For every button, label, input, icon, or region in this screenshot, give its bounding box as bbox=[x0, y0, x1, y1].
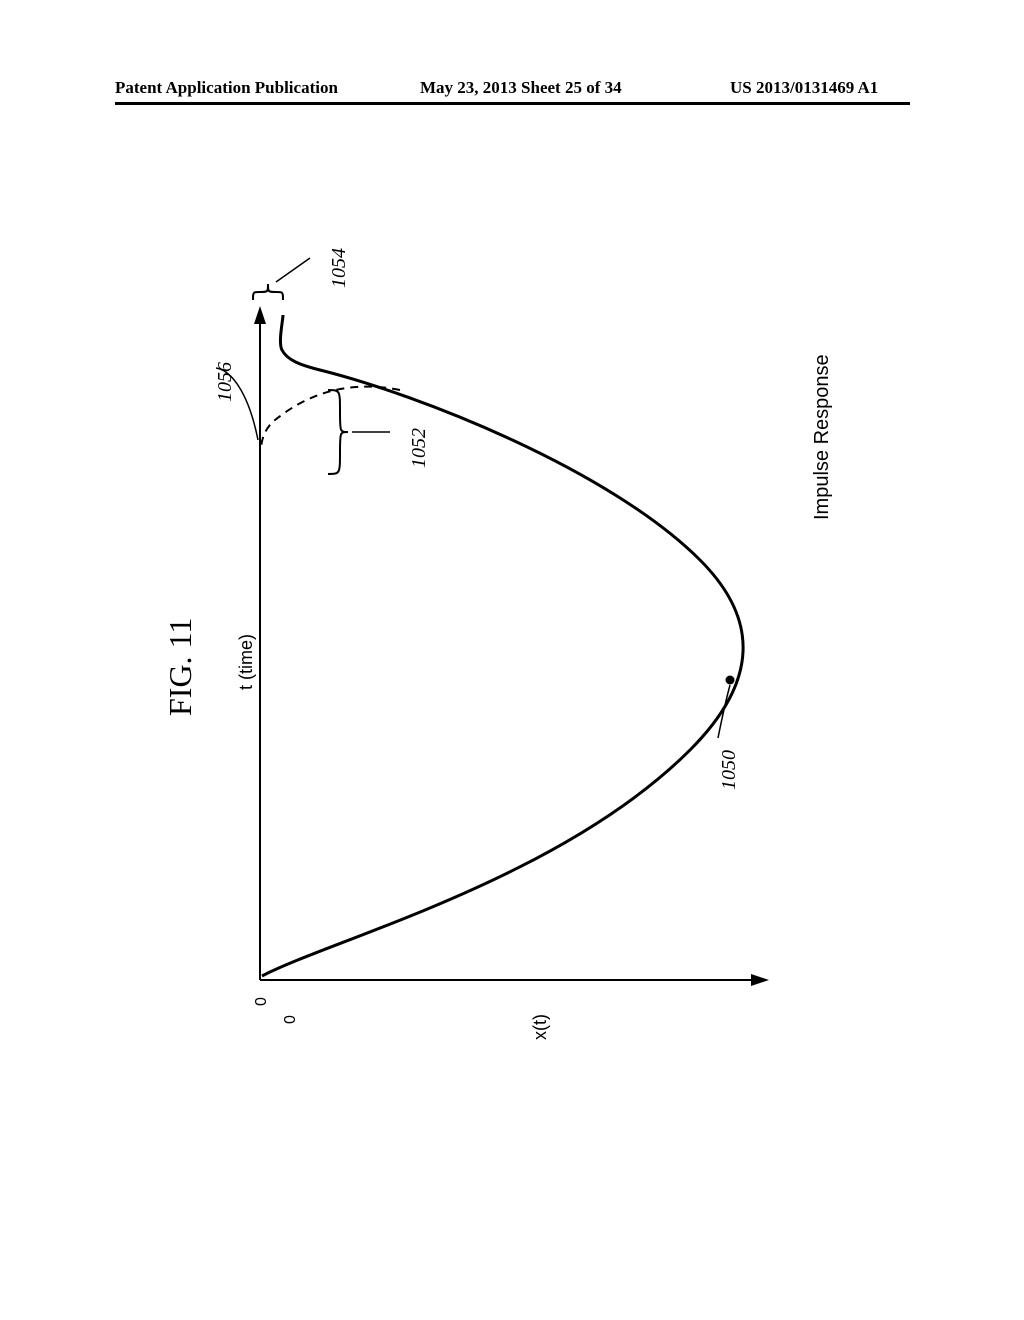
ref-1056: 1056 bbox=[214, 362, 237, 402]
ref-1050: 1050 bbox=[718, 750, 741, 790]
page: Patent Application Publication May 23, 2… bbox=[0, 0, 1024, 1320]
origin-y-tick: 0 bbox=[282, 1015, 300, 1024]
x-axis-label: t (time) bbox=[236, 634, 257, 690]
ref-1054: 1054 bbox=[328, 248, 351, 288]
ref-1052: 1052 bbox=[408, 428, 431, 468]
figure-area: Impulse Response x(t) t (time) 0 0 1050 … bbox=[0, 0, 1024, 1320]
figure-caption: FIG. 11 bbox=[162, 618, 199, 716]
origin-x-tick: 0 bbox=[253, 997, 271, 1006]
impulse-response-chart bbox=[0, 0, 1024, 1320]
chart-title: Impulse Response bbox=[811, 354, 834, 520]
y-axis-label: x(t) bbox=[530, 1014, 551, 1040]
